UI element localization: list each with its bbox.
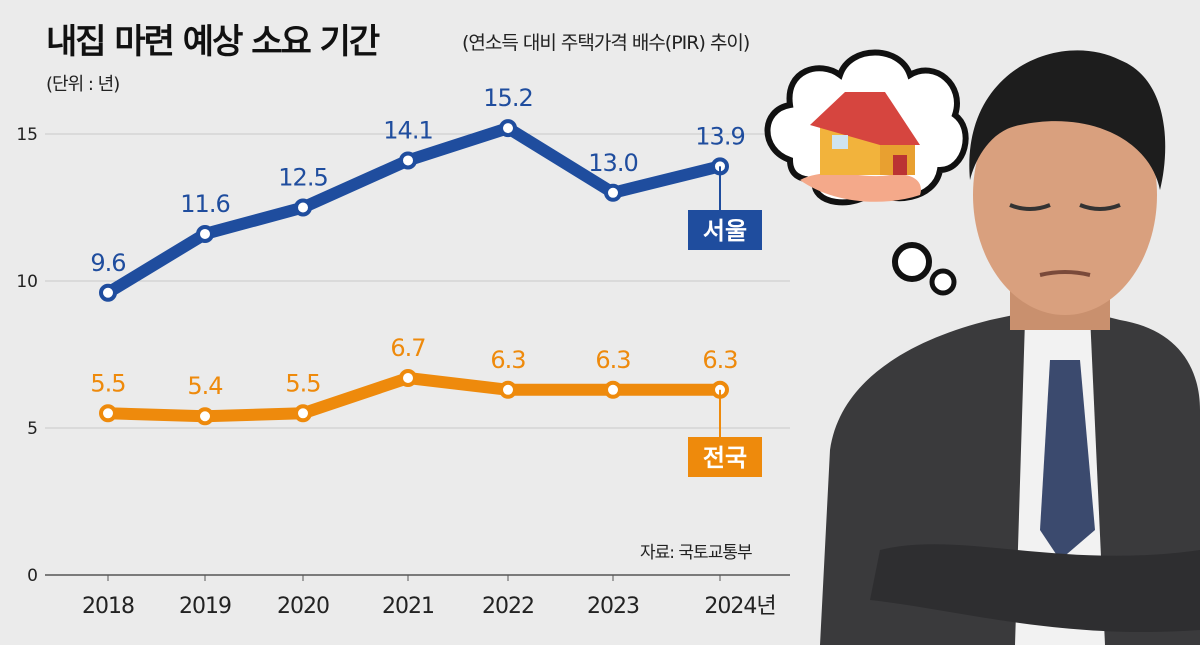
man-figure [820,50,1200,645]
x-tick-label: 2022 [482,594,534,619]
data-label: 13.0 [588,149,637,177]
x-tick-label: 2024년 [704,594,775,619]
chart-subtitle: (연소득 대비 주택가격 배수(PIR) 추이) [462,32,750,54]
legend-box [688,210,762,250]
data-label: 6.3 [702,346,737,374]
y-tick-label: 5 [27,419,38,439]
data-label: 14.1 [383,116,432,144]
data-label: 5.5 [285,369,320,397]
data-point [99,283,117,302]
x-tick-label: 2020 [277,594,329,619]
data-label: 12.5 [278,164,327,192]
data-point [399,151,417,170]
data-point [294,198,312,217]
x-tick-label: 2023 [587,594,639,619]
unit-label: (단위 : 년) [46,74,120,95]
thought-bubble-icon [764,49,969,296]
data-point [499,380,517,399]
data-label: 5.4 [187,372,222,400]
data-point [604,183,622,202]
data-point [499,119,517,138]
y-tick-label: 10 [16,272,38,292]
data-label: 13.9 [695,122,744,150]
man-thinking-illustration [764,49,1200,645]
data-label: 6.3 [595,346,630,374]
line-chart: 0 5 10 15 2018 2019 2020 2021 2022 2023 2024년 9.6 11… [16,84,790,619]
data-point [399,369,417,388]
data-point [294,404,312,423]
data-label: 6.7 [390,334,425,362]
x-tick-label: 2021 [382,594,434,619]
data-label: 11.6 [180,190,229,218]
data-point [604,380,622,399]
data-label: 15.2 [483,84,532,112]
data-point [196,407,214,426]
data-label: 9.6 [90,249,125,277]
legend-label: 전국 [703,444,747,472]
x-tick-label: 2018 [82,594,134,619]
legend-label: 서울 [703,217,747,245]
source-label: 자료: 국토교통부 [640,543,753,563]
y-tick-label: 0 [27,566,38,586]
legend-box [688,437,762,477]
data-point [196,224,214,243]
data-label: 6.3 [490,346,525,374]
data-point [99,404,117,423]
y-tick-label: 15 [16,125,38,145]
chart-title: 내집 마련 예상 소요 기간 [46,22,380,62]
x-tick-label: 2019 [179,594,231,619]
data-label: 5.5 [90,369,125,397]
